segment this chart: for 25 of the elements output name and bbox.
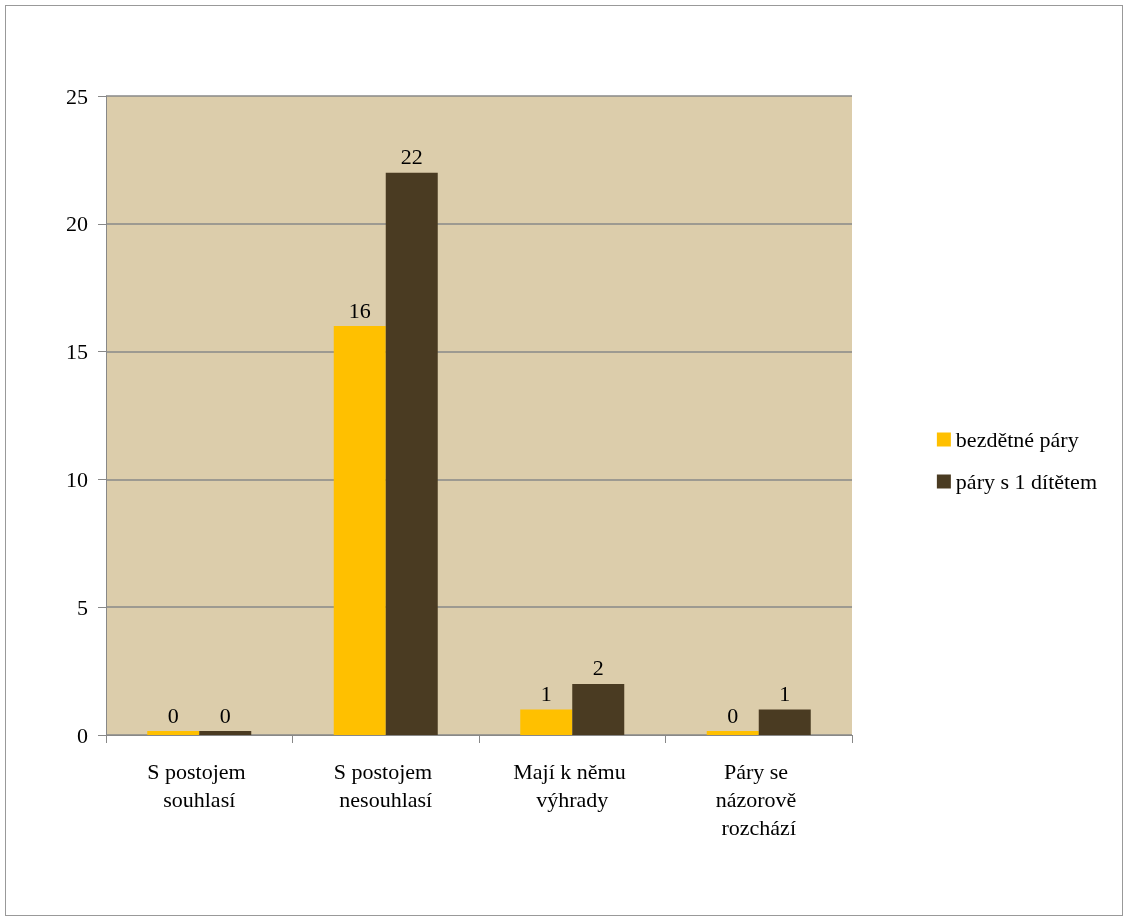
- y-tick-label: 15: [66, 339, 88, 365]
- data-label: 2: [592, 655, 604, 681]
- bar: [385, 172, 438, 735]
- data-label: 0: [727, 702, 739, 728]
- data-label: 0: [167, 702, 179, 728]
- data-label: 1: [779, 680, 791, 706]
- y-tick-label: 10: [66, 466, 88, 492]
- x-tick-label: Páry se názorově rozchází: [715, 758, 802, 840]
- bar: [572, 683, 625, 735]
- data-label: 16: [348, 297, 371, 323]
- legend-label: páry s 1 dítětem: [955, 469, 1098, 494]
- data-label: 22: [400, 144, 423, 170]
- x-tick-label: Mají k němu výhrady: [513, 758, 632, 812]
- y-tick-label: 5: [77, 594, 88, 620]
- data-label: 0: [219, 702, 231, 728]
- legend-label: bezdětné páry: [955, 427, 1079, 452]
- bar: [520, 709, 573, 735]
- y-tick-label: 25: [66, 83, 88, 109]
- bar: [758, 709, 811, 735]
- y-tick-label: 20: [66, 211, 88, 237]
- bar: [333, 326, 386, 735]
- x-tick-label: S postojem nesouhlasí: [333, 758, 438, 812]
- y-tick-label: 0: [77, 722, 88, 748]
- x-tick-label: S postojem souhlasí: [147, 758, 252, 812]
- data-label: 1: [540, 680, 552, 706]
